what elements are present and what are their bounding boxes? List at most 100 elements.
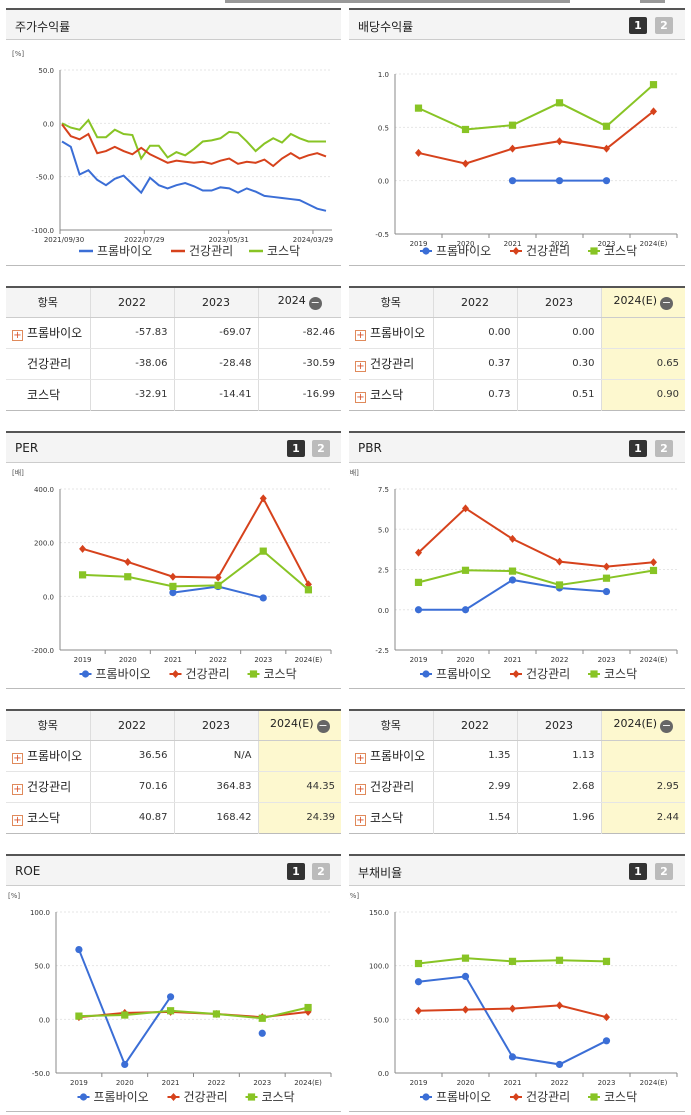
panel-header: PER 1 2 — [6, 433, 341, 463]
row-label-cell: 코스닥 — [6, 379, 91, 410]
x-tick-label: 2024(E) — [640, 656, 668, 664]
table-row: + 프롬바이오 1.35 1.13 — [349, 740, 685, 772]
legend-label: 코스닥 — [264, 667, 297, 681]
x-tick-label: 2020 — [457, 240, 475, 248]
table-row: + 건강관리 0.37 0.30 0.65 — [349, 348, 685, 380]
series-line — [77, 949, 172, 1067]
expand-plus-icon[interactable]: + — [355, 330, 366, 341]
table-row: + 코스닥 0.73 0.51 0.90 — [349, 379, 685, 410]
cell — [601, 740, 685, 772]
point-marker — [603, 562, 610, 571]
per-panel: PER 1 2 [배] 400.0 200.0 0.0 -200.0 2019 2020 20… — [6, 431, 341, 689]
view-1-button[interactable]: 1 — [287, 440, 305, 457]
series-line — [418, 578, 607, 611]
x-tick-label: 2023/05/31 — [208, 236, 248, 244]
cell: 0.90 — [601, 379, 685, 410]
cell: 1.13 — [517, 740, 602, 772]
collapse-icon[interactable]: − — [308, 296, 322, 311]
cell: -28.48 — [174, 348, 259, 380]
unit-label: [%] — [8, 892, 20, 900]
view-2-button[interactable]: 2 — [312, 440, 330, 457]
x-tick-label: 2022 — [551, 240, 569, 248]
point-marker — [461, 954, 470, 962]
per-chart: [배] 400.0 200.0 0.0 -200.0 2019 2020 2021 2022 20… — [12, 468, 332, 681]
dividend-yield-chart: 1.0 0.5 0.0 -0.5 2019 2020 2021 2022 2023 2024(E)… — [375, 71, 678, 258]
x-tick-label: 2021 — [504, 656, 522, 664]
table-header-row: 항목 2022 2023 2024(E) − — [349, 287, 685, 318]
legend-label: 프롬바이오 — [436, 1090, 491, 1104]
header-year: 2022 — [90, 710, 175, 741]
cell: 2.99 — [433, 771, 518, 803]
view-1-button[interactable]: 1 — [629, 17, 647, 34]
collapse-icon[interactable]: − — [660, 296, 674, 311]
expand-plus-icon[interactable]: + — [12, 815, 23, 826]
point-marker — [79, 544, 87, 553]
view-2-button[interactable]: 2 — [655, 440, 673, 457]
point-marker — [462, 1005, 469, 1014]
point-marker — [509, 534, 516, 543]
header-year: 2022 — [433, 287, 518, 318]
point-marker — [304, 586, 313, 594]
point-marker — [462, 159, 469, 168]
collapse-icon[interactable]: − — [316, 719, 330, 734]
view-1-button[interactable]: 1 — [287, 863, 305, 880]
expand-plus-icon[interactable]: + — [12, 784, 23, 795]
point-marker — [258, 1029, 266, 1037]
expand-plus-icon[interactable]: + — [12, 330, 23, 341]
expand-plus-icon[interactable]: + — [355, 753, 366, 764]
unit-label: [배] — [349, 468, 359, 477]
view-1-button[interactable]: 1 — [629, 440, 647, 457]
table-row: + 프롬바이오 0.00 0.00 — [349, 317, 685, 349]
collapse-icon[interactable]: − — [660, 719, 674, 734]
y-tick-label: 50.0 — [34, 963, 50, 971]
expand-plus-icon[interactable]: + — [355, 815, 366, 826]
x-tick-label: 2024(E) — [295, 656, 323, 664]
table-row: + 코스닥 40.87 168.42 24.39 — [6, 802, 341, 833]
x-tick-label: 2020 — [116, 1079, 134, 1087]
y-tick-label: 0.0 — [39, 1016, 50, 1024]
cell: -32.91 — [90, 379, 175, 410]
point-marker — [649, 81, 658, 89]
view-1-button[interactable]: 1 — [629, 863, 647, 880]
panel-header: ROE 1 2 — [6, 856, 341, 886]
cell: 364.83 — [174, 771, 259, 803]
view-2-button[interactable]: 2 — [312, 863, 330, 880]
expand-plus-icon[interactable]: + — [12, 753, 23, 764]
row-label-cell: + 프롬바이오 — [6, 740, 91, 772]
row-label: 건강관리 — [370, 357, 415, 371]
x-tick-label: 2020 — [457, 656, 475, 664]
view-2-button[interactable]: 2 — [655, 17, 673, 34]
point-marker — [461, 125, 470, 134]
point-marker — [172, 670, 179, 678]
point-marker — [555, 177, 564, 185]
expand-plus-icon[interactable]: + — [355, 361, 366, 372]
point-marker — [590, 1093, 598, 1101]
point-marker — [556, 557, 563, 566]
series-line — [61, 118, 326, 161]
cell — [601, 317, 685, 349]
point-marker — [603, 144, 610, 153]
cell: -57.83 — [90, 317, 175, 349]
cell: N/A — [174, 740, 259, 772]
cell: 40.87 — [90, 802, 175, 833]
panel-header: PBR 1 2 — [349, 433, 685, 463]
series-line — [61, 140, 327, 212]
row-label-cell: + 코스닥 — [349, 802, 434, 833]
y-tick-label: 0.0 — [378, 178, 389, 186]
header-year: 2022 — [90, 287, 175, 318]
y-tick-label: 100.0 — [369, 963, 389, 971]
table-row: + 프롬바이오 36.56 N/A — [6, 740, 341, 772]
header-year-estimate: 2024(E) − — [258, 710, 341, 741]
cell: 1.54 — [433, 802, 518, 833]
x-tick-label: 2024(E) — [640, 240, 668, 248]
view-2-button[interactable]: 2 — [655, 863, 673, 880]
point-marker — [650, 558, 657, 567]
point-marker — [512, 670, 520, 678]
row-label-cell: 건강관리 — [6, 348, 91, 380]
expand-plus-icon[interactable]: + — [355, 784, 366, 795]
expand-plus-icon[interactable]: + — [355, 392, 366, 403]
table-row: + 프롬바이오 -57.83 -69.07 -82.46 — [6, 317, 341, 349]
cell: 2.68 — [517, 771, 602, 803]
y-tick-label: 0.0 — [43, 120, 54, 128]
stock-return-panel: 주가수익률 [%] 50.0 0.0 -50.0 -100.0 2021/09/30 202… — [6, 8, 341, 266]
